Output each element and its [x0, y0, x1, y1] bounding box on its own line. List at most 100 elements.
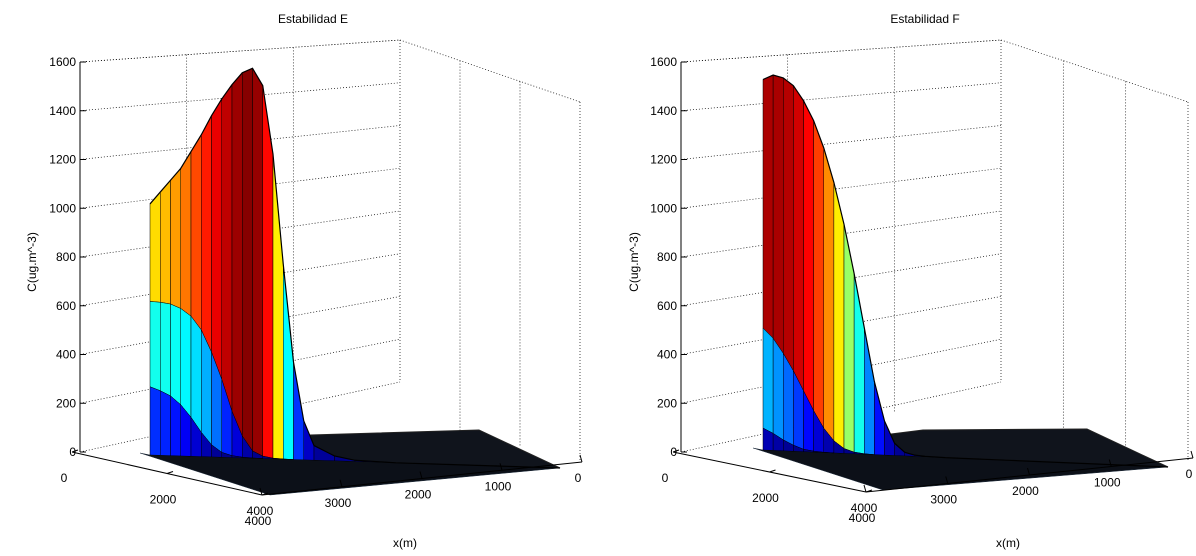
- surface-strip-upper: [793, 84, 804, 391]
- y-tick: [261, 492, 269, 496]
- surface-strip-middle: [160, 301, 171, 397]
- x-tick: [339, 479, 343, 487]
- surface-strip-upper: [823, 147, 835, 442]
- y-tick: [166, 471, 174, 474]
- surface-strip-upper: [874, 381, 885, 456]
- y-tick: [71, 449, 79, 453]
- x-tick: [1108, 459, 1112, 467]
- surface-strip-upper: [813, 120, 824, 430]
- surface-strip-middle: [190, 315, 202, 434]
- x-tick-label: 1000: [485, 479, 512, 493]
- axes-box: [680, 39, 1189, 462]
- x-axis: 4000 3000 2000 1000 0 x(m): [247, 454, 583, 550]
- surface-chart-f: 0 200 400 600 800 1000 1200 1400 1600 4000 3000 200…: [627, 12, 1194, 550]
- x-tick-label: 3000: [325, 496, 352, 510]
- surface-strip-upper: [772, 74, 784, 355]
- gridline-z: [79, 39, 401, 63]
- gridline-z: [680, 82, 1002, 112]
- z-tick-label: 1600: [49, 55, 76, 69]
- z-tick-label: 1400: [49, 104, 76, 118]
- gridline-z: [680, 167, 1002, 209]
- x-axis-label: x(m): [996, 536, 1020, 550]
- chart-panel-estabilidad-e: 0 200 400 600 800 1000 1200 1400 1600 4000 3000 200…: [25, 12, 583, 550]
- x-tick: [579, 454, 583, 463]
- z-tick-label: 1000: [650, 201, 677, 215]
- surface-strip-upper: [170, 167, 181, 309]
- x-tick-label: 0: [575, 471, 582, 485]
- y-tick: [769, 469, 776, 473]
- y-tick-label: 2000: [150, 493, 177, 507]
- surface-strip-upper: [833, 182, 845, 450]
- x-tick: [863, 484, 867, 493]
- z-tick-label: 1600: [650, 55, 677, 69]
- surface-strip-middle: [283, 458, 294, 460]
- chart-title: Estabilidad F: [890, 12, 959, 26]
- z-tick-label: 200: [657, 396, 677, 410]
- surface-strip-upper: [762, 74, 774, 339]
- y-tick-label: 4000: [849, 511, 876, 525]
- x-tick-label: 2000: [1012, 484, 1039, 498]
- surface-strip-upper: [803, 100, 814, 411]
- y-axis: 0 2000 4000: [61, 449, 272, 528]
- surface-strip-upper: [180, 150, 192, 317]
- gridline-z: [680, 338, 1002, 404]
- y-tick-label: 0: [61, 471, 68, 485]
- surface-strip-upper: [252, 67, 263, 457]
- z-tick-label: 1200: [650, 153, 677, 167]
- surface-strip-middle: [762, 327, 774, 434]
- surface-strip-middle: [180, 308, 192, 418]
- surface-strip-lower: [160, 390, 171, 456]
- surface-strip-middle: [170, 303, 181, 406]
- chart-panel-estabilidad-f: 0 200 400 600 800 1000 1200 1400 1600 4000 3000 200…: [598, 0, 1196, 556]
- peak-outline-line: [762, 74, 1169, 468]
- box-edge-top-right: [399, 39, 581, 103]
- x-tick-label: 2000: [405, 488, 432, 502]
- surface-strip-upper: [190, 133, 202, 331]
- x-tick: [419, 471, 423, 479]
- chart-title: Estabilidad E: [278, 12, 348, 26]
- surface-chart-e: 0 200 400 600 800 1000 1200 1400 1600 4000 3000 200…: [25, 12, 583, 550]
- surface-strip-upper: [221, 83, 233, 412]
- surface-strip-upper: [272, 154, 284, 460]
- surface-strip-lower: [170, 395, 181, 457]
- surface-strip-upper: [211, 98, 222, 380]
- surface-strip-upper: [783, 77, 794, 372]
- z-tick-label: 600: [56, 299, 76, 313]
- surface-strip-lower: [823, 452, 834, 454]
- y-axis: 0 2000 4000: [662, 449, 876, 525]
- y-tick-label: 4000: [245, 514, 272, 528]
- z-tick-label: 800: [657, 250, 677, 264]
- plume-surface: [149, 67, 397, 464]
- surface-strip-upper: [160, 179, 171, 305]
- y-tick: [865, 489, 873, 493]
- x-tick: [945, 476, 949, 484]
- z-tick-label: 1400: [650, 104, 677, 118]
- gridline-z: [680, 39, 1002, 63]
- y-tick-label: 0: [662, 471, 669, 485]
- z-tick-label: 1200: [49, 153, 76, 167]
- x-axis: 4000 3000 2000 1000 0 x(m): [851, 450, 1194, 550]
- surface-strip-middle: [772, 337, 784, 441]
- x-tick-label: 1000: [1094, 476, 1121, 490]
- surface-strip-upper: [843, 224, 855, 453]
- surface-strip-upper: [201, 115, 212, 353]
- surface-strip-middle: [864, 453, 875, 455]
- x-tick: [1027, 467, 1030, 476]
- gridline-z: [79, 82, 401, 112]
- peak-outline-line: [149, 67, 561, 469]
- surface-strip-upper: [231, 72, 243, 437]
- x-tick: [259, 487, 263, 496]
- x-tick-label: 3000: [930, 493, 957, 507]
- plume-surface: [762, 74, 946, 458]
- z-tick-label: 1000: [49, 201, 76, 215]
- gridline-z: [680, 381, 1002, 453]
- surface-strip-upper: [864, 327, 875, 455]
- surface-strip-upper: [283, 264, 294, 460]
- gridline-z: [680, 125, 1002, 160]
- surface-strip-upper: [149, 191, 161, 303]
- z-tick-label: 800: [56, 250, 76, 264]
- x-axis-label: x(m): [393, 536, 417, 550]
- z-tick-label: 600: [657, 299, 677, 313]
